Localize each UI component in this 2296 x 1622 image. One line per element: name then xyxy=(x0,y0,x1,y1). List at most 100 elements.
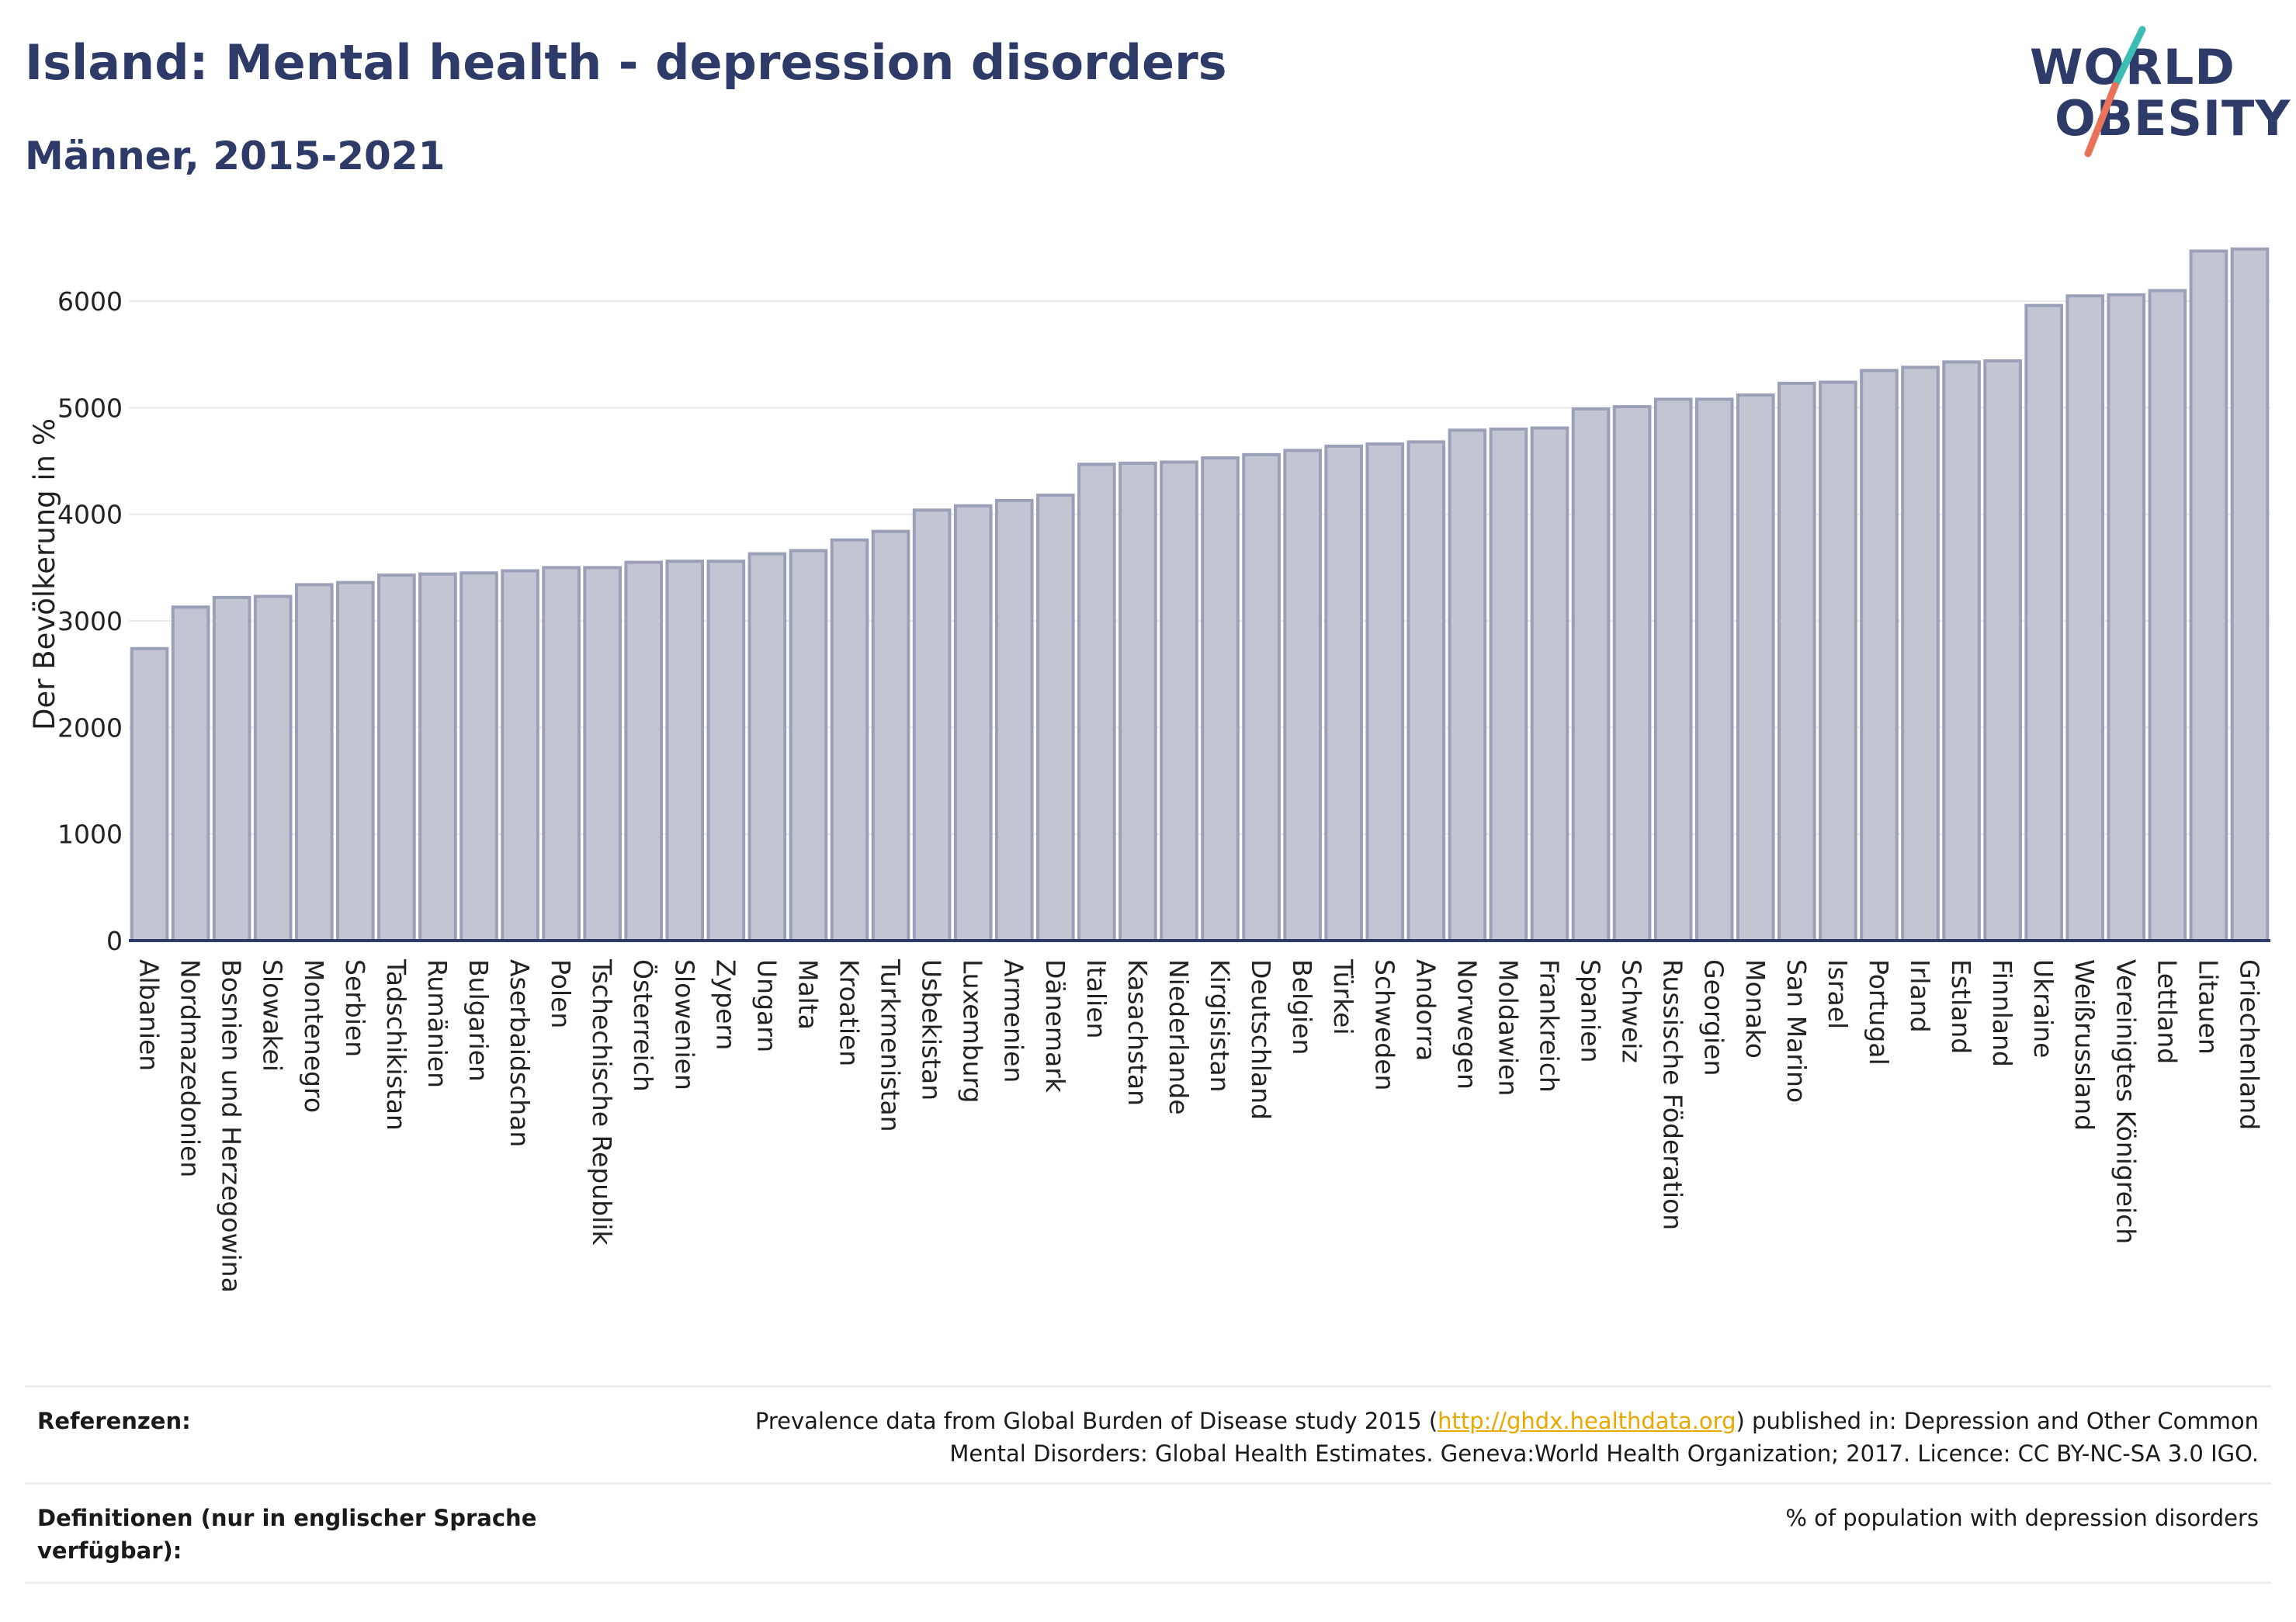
x-tick-label: Ukraine xyxy=(2028,959,2058,1058)
bar xyxy=(1160,460,1198,942)
bar xyxy=(747,552,787,942)
x-tick-label: Georgien xyxy=(1699,959,1729,1076)
bar xyxy=(1201,456,1240,942)
chart-subtitle: Männer, 2015-2021 xyxy=(25,133,446,178)
bar xyxy=(2189,249,2228,942)
bar xyxy=(1819,380,1857,942)
bar xyxy=(377,574,416,943)
x-tick-label: Kirgisistan xyxy=(1205,959,1235,1093)
bar xyxy=(1365,442,1405,942)
references-text-start: Prevalence data from Global Burden of Di… xyxy=(754,1408,1438,1434)
x-tick-label: Schweden xyxy=(1369,959,1399,1090)
x-tick-label: Montenegro xyxy=(299,959,329,1113)
bar xyxy=(1242,452,1281,942)
definitions-text: % of population with depression disorder… xyxy=(1785,1505,2259,1531)
x-tick-label: San Marino xyxy=(1781,959,1812,1103)
bar xyxy=(1571,407,1611,942)
bar xyxy=(1694,397,1734,942)
bar xyxy=(665,560,705,942)
bar xyxy=(624,560,664,942)
x-tick-label: Portugal xyxy=(1864,959,1894,1066)
x-tick-label: Ungarn xyxy=(751,959,782,1052)
bar xyxy=(460,571,498,943)
bar xyxy=(294,583,334,942)
x-tick-label: Monako xyxy=(1740,959,1771,1059)
x-tick-label: Österreich xyxy=(628,959,659,1092)
bar xyxy=(1077,463,1116,942)
bar xyxy=(336,581,375,943)
x-tick-label: Albanien xyxy=(134,959,165,1071)
y-tick-label: 3000 xyxy=(57,606,123,636)
x-tick-label: Weißrussland xyxy=(2069,959,2100,1131)
definitions-row: Definitionen (nur in englischer Sprache … xyxy=(25,1482,2271,1584)
bar xyxy=(130,646,169,942)
x-tick-label: Serbien xyxy=(340,959,370,1057)
x-tick-label: Schweiz xyxy=(1617,959,1647,1063)
x-tick-label: Moldawien xyxy=(1493,959,1523,1096)
bar xyxy=(583,566,622,943)
x-tick-label: Estland xyxy=(1946,959,1976,1054)
bar xyxy=(1035,494,1075,942)
x-tick-label: Vereinigtes Königreich xyxy=(2110,959,2141,1244)
bar xyxy=(2148,289,2187,942)
references-text-end: ) published in: Depression and Other Com… xyxy=(1736,1408,2260,1434)
world-obesity-logo: WORLD OBESITY xyxy=(2014,23,2290,163)
bar xyxy=(1489,427,1528,942)
logo-slash-icon xyxy=(2084,26,2146,158)
x-tick-label: Rumänien xyxy=(422,959,453,1088)
references-row: Referenzen: Prevalence data from Global … xyxy=(25,1385,2271,1485)
definitions-label: Definitionen (nur in englischer Sprache … xyxy=(37,1502,536,1567)
definitions-label-line1: Definitionen (nur in englischer Sprache xyxy=(37,1505,537,1531)
bar xyxy=(706,560,746,942)
bar xyxy=(1530,426,1569,942)
bar xyxy=(912,508,952,942)
bar xyxy=(1283,449,1322,942)
bar xyxy=(2024,303,2063,942)
y-axis-label: Der Bevölkerung in % xyxy=(28,418,61,730)
references-text-line2: Mental Disorders: Global Health Estimate… xyxy=(949,1440,2259,1467)
x-tick-label: Tschechische Republik xyxy=(587,958,617,1246)
x-tick-label: Dänemark xyxy=(1040,959,1070,1093)
references-link[interactable]: http://ghdx.healthdata.org xyxy=(1438,1408,1736,1434)
x-tick-label: Tadschikistan xyxy=(381,958,411,1131)
x-tick-label: Andorra xyxy=(1410,959,1441,1061)
y-axis-ticks: 0 1000 2000 3000 4000 5000 6000 xyxy=(57,286,123,956)
chart-title: Island: Mental health - depression disor… xyxy=(25,34,1227,91)
x-tick-label: Frankreich xyxy=(1534,959,1564,1093)
x-tick-label: Malta xyxy=(793,959,823,1030)
bar xyxy=(418,572,457,942)
bar xyxy=(2230,247,2270,942)
x-tick-label: Nordmazedonien xyxy=(175,959,206,1177)
x-tick-label: Spanien xyxy=(1576,959,1606,1062)
bar xyxy=(1901,366,1940,942)
bar xyxy=(1736,393,1775,943)
bar xyxy=(1406,440,1446,942)
bar xyxy=(1653,397,1693,942)
x-tick-label: Italien xyxy=(1081,959,1112,1038)
bar xyxy=(1448,428,1487,942)
bar xyxy=(994,498,1034,942)
x-tick-label: Luxemburg xyxy=(958,959,988,1103)
x-tick-label: Lettland xyxy=(2152,959,2182,1064)
x-tick-label: Slowakei xyxy=(258,959,288,1072)
bar xyxy=(212,595,251,943)
x-tick-label: Norwegen xyxy=(1451,959,1482,1090)
y-tick-label: 5000 xyxy=(57,393,123,423)
bar xyxy=(1777,381,1816,942)
x-axis-ticks: Albanien Nordmazedonien Bosnien und Herzeg… xyxy=(134,958,2265,1293)
x-tick-label: Israel xyxy=(1823,959,1853,1029)
x-tick-label: Zypern xyxy=(710,959,740,1050)
bar xyxy=(1612,405,1652,942)
x-tick-label: Niederlande xyxy=(1164,959,1194,1115)
x-tick-label: Türkei xyxy=(1328,958,1358,1035)
x-tick-label: Litauen xyxy=(2193,959,2223,1055)
y-tick-label: 0 xyxy=(106,926,123,956)
bar xyxy=(1324,444,1364,942)
bar xyxy=(2107,293,2146,942)
x-tick-label: Kasachstan xyxy=(1122,959,1153,1106)
y-tick-label: 1000 xyxy=(57,820,123,850)
x-tick-label: Bosnien und Herzegowina xyxy=(217,959,247,1293)
x-tick-label: Belgien xyxy=(1287,959,1317,1055)
bar-chart: 0 1000 2000 3000 4000 5000 6000 Albanien Nordma… xyxy=(28,247,2270,1293)
x-tick-label: Finnland xyxy=(1987,959,2017,1067)
